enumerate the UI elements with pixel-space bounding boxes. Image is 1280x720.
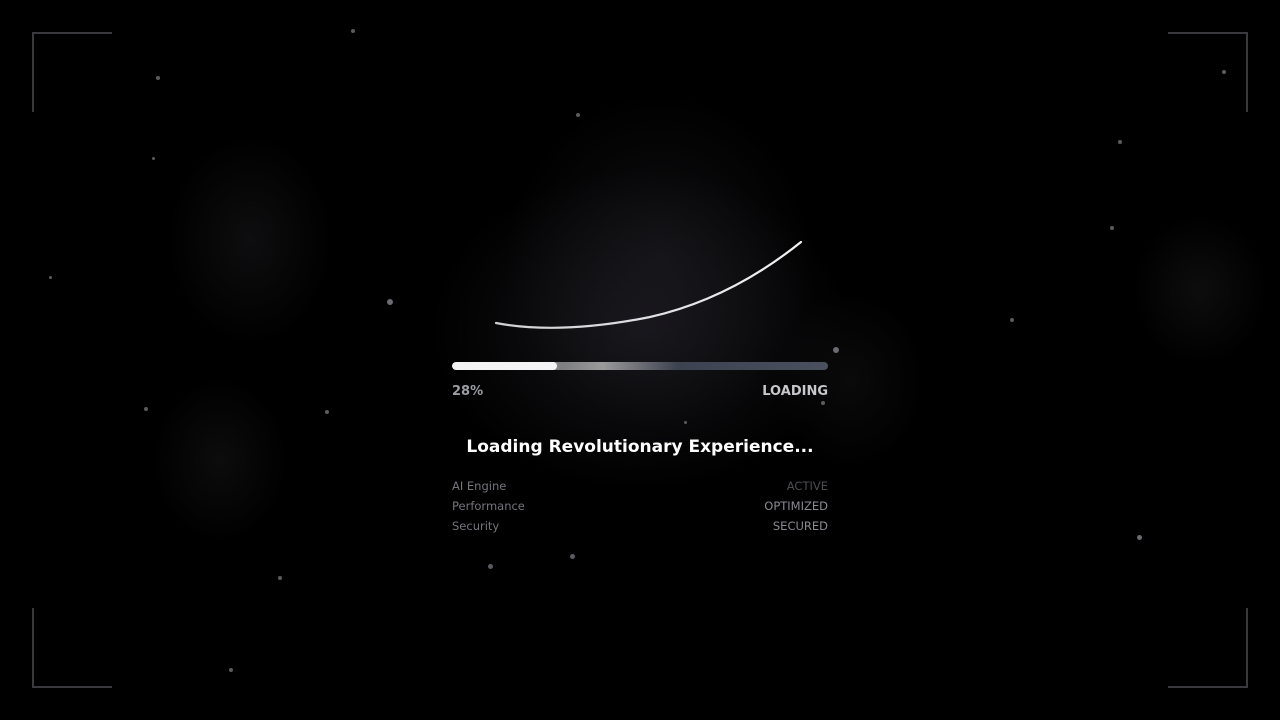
status-label: Performance bbox=[452, 499, 525, 513]
particle bbox=[1118, 140, 1122, 144]
status-row-performance: Performance OPTIMIZED bbox=[452, 499, 828, 519]
particle bbox=[152, 157, 155, 160]
particle bbox=[833, 347, 839, 353]
particle bbox=[1110, 226, 1114, 230]
progress-fill bbox=[452, 362, 558, 370]
progress-track bbox=[452, 362, 828, 370]
status-row-security: Security SECURED bbox=[452, 519, 828, 539]
particle bbox=[684, 421, 687, 424]
particle bbox=[325, 410, 329, 414]
particle bbox=[144, 407, 148, 411]
status-label: AI Engine bbox=[452, 479, 507, 493]
frame-corner-top-left bbox=[32, 32, 112, 112]
progress-section: 28% LOADING bbox=[452, 362, 828, 399]
particle bbox=[1010, 318, 1014, 322]
frame-corner-top-right bbox=[1168, 32, 1248, 112]
particle bbox=[821, 401, 825, 405]
spinner-arc bbox=[494, 240, 803, 329]
particle bbox=[278, 576, 282, 580]
frame-corner-bottom-left bbox=[32, 608, 112, 688]
frame-corner-bottom-right bbox=[1168, 608, 1248, 688]
status-value: OPTIMIZED bbox=[764, 499, 828, 513]
particle bbox=[1137, 535, 1142, 540]
status-row-ai-engine: AI Engine ACTIVE bbox=[452, 479, 828, 499]
status-value: SECURED bbox=[772, 519, 828, 533]
particle bbox=[576, 113, 580, 117]
particle bbox=[351, 29, 355, 33]
status-list: AI Engine ACTIVE Performance OPTIMIZED S… bbox=[452, 479, 828, 539]
particle bbox=[229, 668, 233, 672]
particle bbox=[570, 554, 575, 559]
status-value: ACTIVE bbox=[786, 479, 828, 493]
particle bbox=[156, 76, 160, 80]
loading-title: Loading Revolutionary Experience... bbox=[466, 437, 814, 457]
progress-state: LOADING bbox=[762, 384, 828, 399]
status-label: Security bbox=[452, 519, 500, 533]
progress-percent: 28% bbox=[452, 384, 484, 399]
particle bbox=[488, 564, 493, 569]
particle bbox=[1222, 70, 1226, 74]
particle bbox=[49, 276, 52, 279]
particle bbox=[387, 299, 393, 305]
